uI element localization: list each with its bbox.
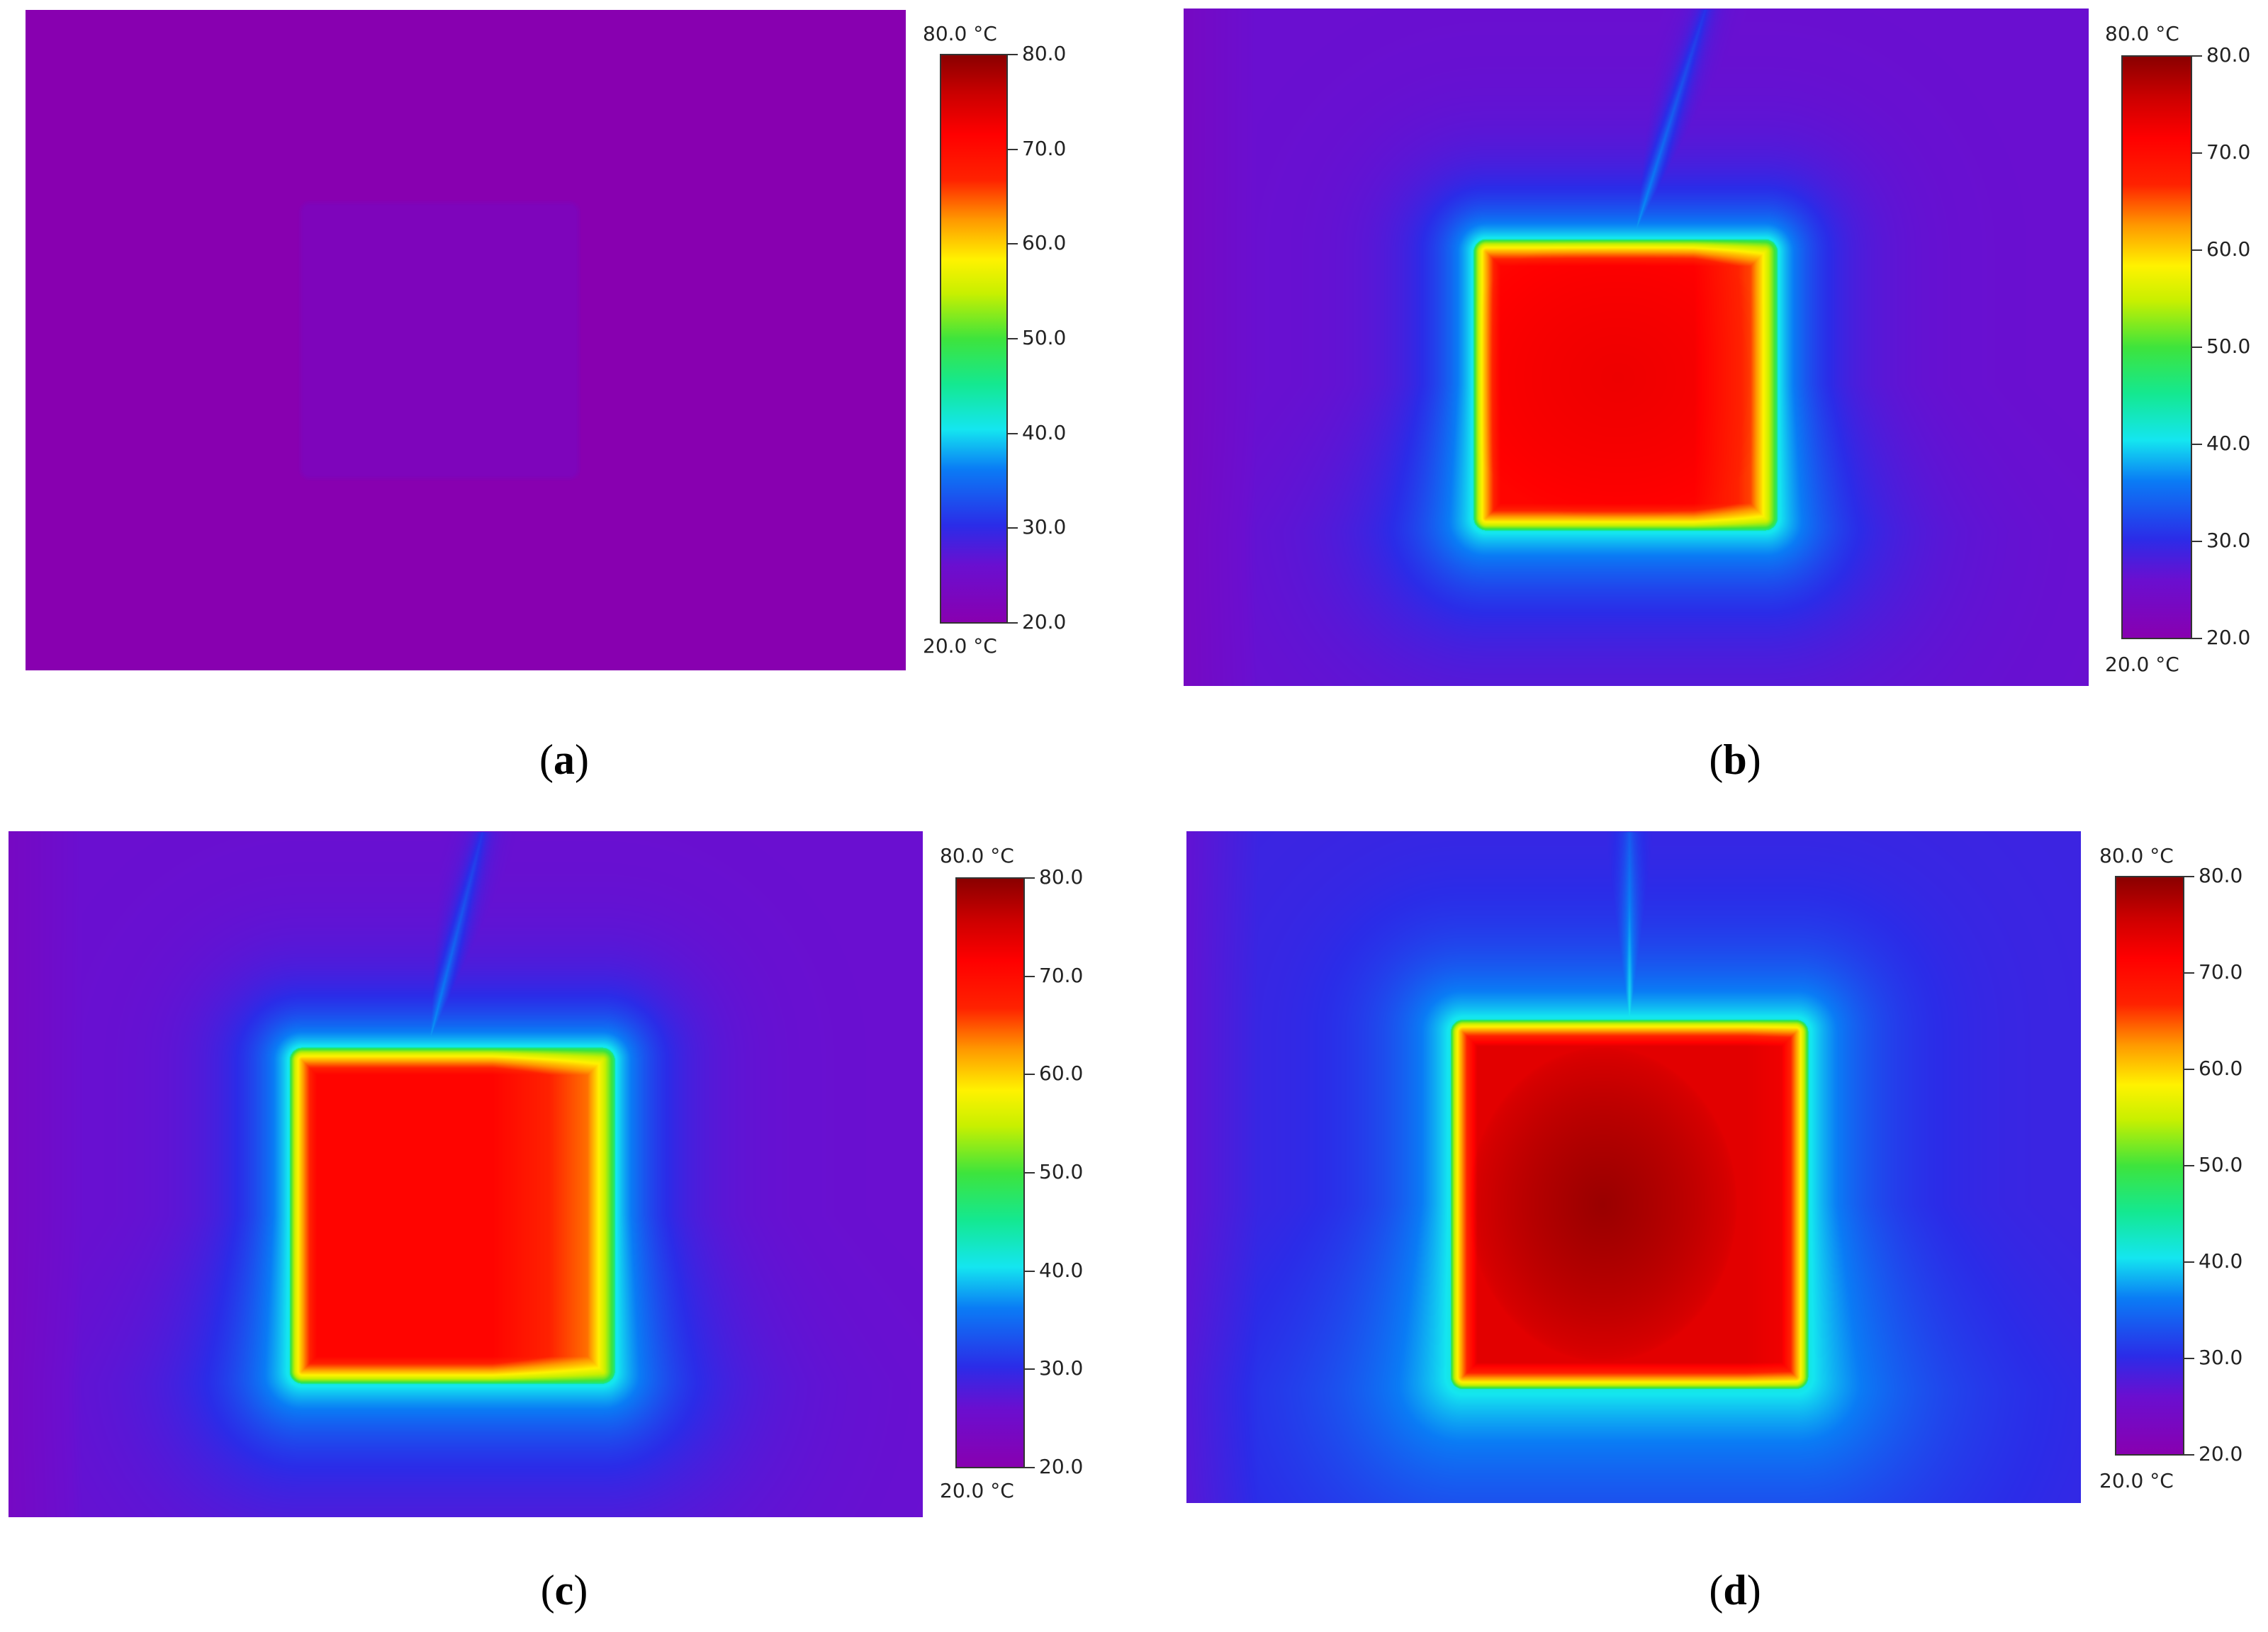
colorbar-tick-label-b: 40.0 [2206, 432, 2251, 455]
colorbar-tick-c [1025, 1368, 1035, 1371]
colorbar-tick-d [2184, 1358, 2194, 1359]
colorbar-tick-a [1008, 148, 1018, 150]
colorbar-tick-c [1025, 1467, 1035, 1468]
colorbar-tick-d [2184, 972, 2194, 974]
caption-d: (d) [1709, 1567, 1761, 1614]
colorbar-tick-c [1025, 975, 1035, 977]
colorbar-tick-d [2184, 1261, 2194, 1263]
colorbar-d [2115, 876, 2184, 1456]
colorbar-min-label-d: 20.0 °C [2099, 1469, 2174, 1492]
colorbar-tick-label-d: 50.0 [2199, 1153, 2243, 1176]
colorbar-tick-label-c: 80.0 [1039, 865, 1084, 889]
colorbar-tick-label-d: 30.0 [2199, 1346, 2243, 1369]
colorbar-tick-label-a: 40.0 [1022, 420, 1067, 444]
colorbar-tick-label-b: 20.0 [2206, 626, 2251, 649]
colorbar-tick-d [2184, 1165, 2194, 1166]
colorbar-tick-label-c: 50.0 [1039, 1160, 1084, 1183]
colorbar-tick-label-d: 60.0 [2199, 1057, 2243, 1080]
colorbar-tick-label-a: 30.0 [1022, 515, 1067, 539]
colorbar-min-label-a: 20.0 °C [923, 634, 997, 658]
colorbar-tick-a [1008, 338, 1018, 339]
colorbar-tick-label-b: 30.0 [2206, 529, 2251, 552]
colorbar-c [955, 877, 1025, 1468]
caption-c: (c) [540, 1567, 588, 1614]
colorbar-tick-b [2192, 249, 2202, 251]
colorbar-tick-label-c: 40.0 [1039, 1258, 1084, 1282]
colorbar-tick-label-c: 30.0 [1039, 1356, 1084, 1380]
colorbar-tick-label-a: 20.0 [1022, 610, 1067, 634]
thermal-image-c [9, 831, 923, 1517]
colorbar-tick-label-d: 80.0 [2199, 864, 2243, 887]
colorbar-min-label-b: 20.0 °C [2105, 653, 2179, 676]
colorbar-min-label-c: 20.0 °C [940, 1479, 1014, 1502]
colorbar-tick-a [1008, 622, 1018, 624]
caption-b: (b) [1709, 736, 1761, 783]
colorbar-tick-c [1025, 877, 1035, 879]
colorbar-b [2121, 55, 2192, 639]
thermal-image-b [1184, 9, 2089, 686]
colorbar-tick-c [1025, 1172, 1035, 1174]
caption-a: (a) [539, 736, 589, 783]
colorbar-tick-d [2184, 1069, 2194, 1070]
colorbar-tick-label-c: 20.0 [1039, 1455, 1084, 1478]
colorbar-tick-label-a: 80.0 [1022, 42, 1067, 65]
colorbar-tick-c [1025, 1270, 1035, 1272]
colorbar-tick-label-c: 60.0 [1039, 1062, 1084, 1086]
colorbar-tick-b [2192, 638, 2202, 639]
thermal-image-a [26, 10, 906, 670]
colorbar-tick-label-c: 70.0 [1039, 963, 1084, 987]
colorbar-tick-a [1008, 527, 1018, 529]
colorbar-max-label-c: 80.0 °C [940, 844, 1014, 867]
colorbar-tick-label-a: 60.0 [1022, 231, 1067, 255]
colorbar-tick-label-d: 20.0 [2199, 1442, 2243, 1465]
colorbar-tick-label-d: 40.0 [2199, 1249, 2243, 1273]
colorbar-max-label-a: 80.0 °C [923, 22, 997, 45]
colorbar-tick-label-b: 50.0 [2206, 334, 2251, 358]
colorbar-tick-a [1008, 54, 1018, 55]
colorbar-tick-b [2192, 444, 2202, 445]
colorbar-tick-label-b: 80.0 [2206, 43, 2251, 67]
colorbar-max-label-d: 80.0 °C [2099, 844, 2174, 867]
colorbar-tick-b [2192, 55, 2202, 57]
colorbar-tick-a [1008, 243, 1018, 245]
colorbar-tick-label-a: 70.0 [1022, 136, 1067, 160]
colorbar-tick-label-b: 70.0 [2206, 140, 2251, 164]
colorbar-a [940, 54, 1008, 624]
colorbar-tick-b [2192, 541, 2202, 542]
colorbar-tick-d [2184, 1454, 2194, 1456]
colorbar-max-label-b: 80.0 °C [2105, 22, 2179, 45]
thermal-image-d [1186, 831, 2081, 1503]
colorbar-tick-c [1025, 1074, 1035, 1076]
colorbar-tick-label-b: 60.0 [2206, 237, 2251, 261]
colorbar-tick-b [2192, 152, 2202, 154]
colorbar-tick-d [2184, 876, 2194, 877]
colorbar-tick-label-d: 70.0 [2199, 960, 2243, 984]
colorbar-tick-label-a: 50.0 [1022, 326, 1067, 349]
colorbar-tick-b [2192, 347, 2202, 348]
colorbar-tick-a [1008, 432, 1018, 434]
